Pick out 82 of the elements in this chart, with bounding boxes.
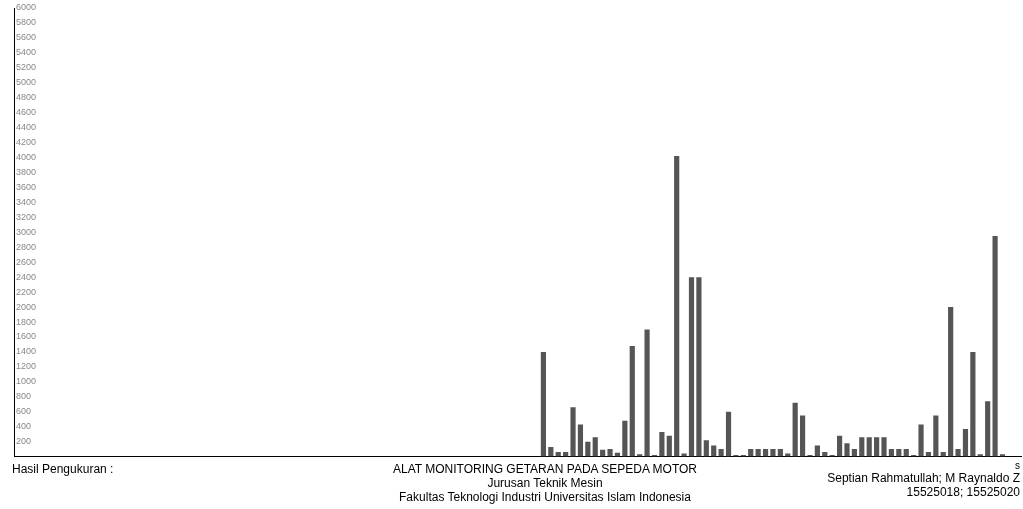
bar	[725, 411, 732, 457]
bar	[674, 156, 680, 457]
text: Jurusan Teknik Mesin	[486, 476, 604, 490]
y-tick-label: 2400	[16, 271, 37, 282]
bar	[962, 428, 969, 457]
bar	[866, 437, 872, 457]
bar	[711, 445, 717, 457]
y-tick-label: 3400	[16, 196, 37, 207]
bar	[992, 236, 998, 457]
y-tick-label: 4200	[16, 137, 37, 148]
bar	[659, 431, 665, 457]
bar	[888, 449, 895, 457]
bar	[985, 401, 991, 457]
bar	[577, 424, 584, 457]
bar	[837, 435, 843, 457]
bar	[770, 449, 776, 457]
y-tick-label: 400	[16, 421, 32, 432]
bar	[948, 307, 954, 457]
bar	[814, 445, 820, 457]
bar	[629, 345, 635, 457]
bar	[896, 449, 902, 457]
bar	[592, 437, 598, 457]
y-tick-label: 4800	[16, 92, 37, 103]
bar	[644, 329, 650, 457]
text: ALAT MONITORING GETARAN PADA SEPEDA MOTOR	[391, 462, 699, 476]
y-tick-label: 6000	[16, 2, 37, 13]
y-tick-label: 1600	[16, 331, 37, 342]
y-tick-label: 3600	[16, 181, 37, 192]
bar	[955, 449, 961, 457]
text: Septian Rahmatullah; M Raynaldo Z	[827, 471, 1020, 485]
bar	[792, 402, 798, 457]
y-tick-label: 3000	[16, 226, 37, 237]
bar	[607, 449, 613, 457]
bar	[540, 351, 547, 457]
y-tick-label: 4600	[16, 107, 37, 118]
text: 15525018; 15525020	[905, 485, 1020, 499]
y-tick-label: 5800	[16, 17, 37, 28]
y-tick-label: 1000	[16, 376, 37, 387]
y-tick-label: 5200	[16, 62, 37, 73]
y-tick-label: 2200	[16, 286, 37, 297]
y-tick-label: 800	[16, 391, 32, 402]
bar	[762, 449, 769, 457]
y-tick-label: 2000	[16, 301, 37, 312]
bar	[718, 449, 724, 457]
y-tick-label: 2600	[16, 256, 37, 267]
bar	[874, 437, 880, 457]
bar	[844, 443, 850, 457]
y-tick-label: 5400	[16, 47, 37, 58]
y-tick-label: 2800	[16, 241, 37, 252]
y-tick-label: 1400	[16, 346, 37, 357]
bar	[688, 277, 695, 457]
y-tick-label: 200	[16, 436, 32, 447]
y-tick-label: 5600	[16, 32, 37, 43]
text: Fakultas Teknologi Industri Universitas Islam Indonesia	[398, 490, 692, 504]
y-tick-label: 4400	[16, 122, 37, 133]
bar	[585, 441, 591, 457]
bar	[622, 420, 628, 457]
y-tick-label: 4000	[16, 152, 37, 163]
bar	[859, 437, 865, 457]
bar	[851, 449, 857, 457]
bar	[799, 415, 806, 457]
y-tick-label: 3800	[16, 166, 37, 177]
bar	[548, 446, 554, 457]
y-tick-label: 3200	[16, 211, 37, 222]
bar	[933, 415, 939, 457]
bar	[881, 437, 887, 457]
text: Hasil Pengukuran :	[12, 462, 114, 476]
bar	[918, 424, 924, 457]
y-tick-label: 1800	[16, 316, 37, 327]
x-axis-title: s	[1014, 460, 1020, 471]
bar	[748, 449, 754, 457]
y-tick-label: 1200	[16, 361, 37, 372]
y-tick-label: 600	[16, 406, 32, 417]
bar	[703, 440, 709, 457]
bar	[755, 449, 761, 457]
y-tick-label: 5000	[16, 77, 37, 88]
bar	[777, 449, 783, 457]
bar	[666, 435, 672, 457]
bar	[570, 407, 576, 457]
bar	[696, 277, 702, 457]
bar	[903, 449, 909, 457]
bar	[970, 351, 976, 457]
